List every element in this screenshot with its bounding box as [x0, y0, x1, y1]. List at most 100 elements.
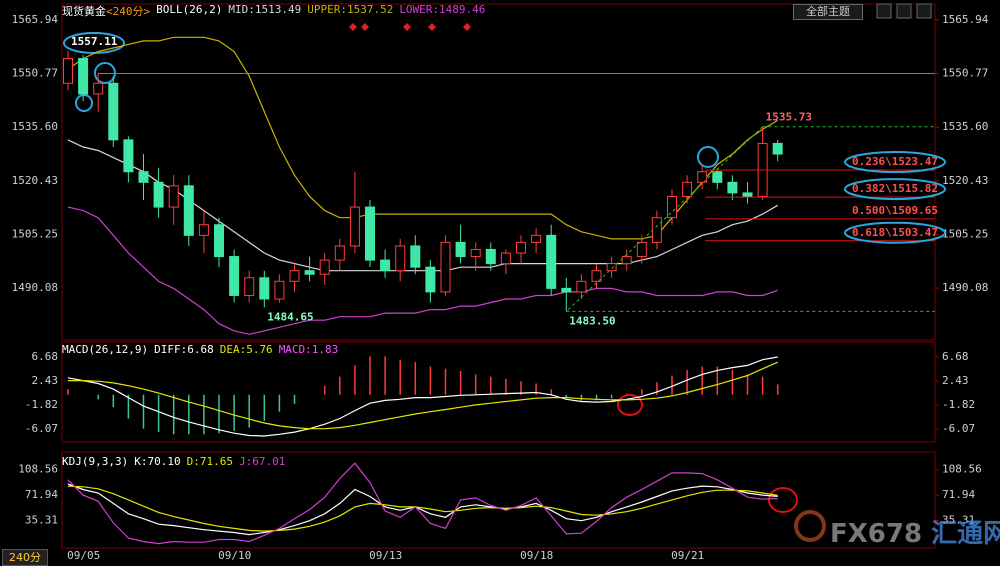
candle-body: [576, 280, 587, 293]
fib-label: 0.500\1509.65: [852, 204, 938, 217]
legend-entry: MID:1513.49: [228, 3, 302, 16]
candle-body: [697, 171, 708, 183]
candle-body: [153, 181, 164, 208]
highlight-ellipse: [844, 151, 946, 174]
y-tick-label-right: 71.94: [942, 488, 975, 501]
price-annotation: 1484.65: [267, 310, 313, 323]
price-annotation: 1535.73: [766, 111, 812, 124]
candle-body: [727, 181, 738, 194]
y-tick-label: 6.68: [32, 350, 59, 363]
y-tick-label: 108.56: [18, 463, 58, 476]
candle-body: [606, 263, 617, 272]
candle-body: [63, 58, 73, 84]
y-tick-label: 1490.08: [12, 281, 58, 294]
y-tick-label-right: 1505.25: [942, 227, 988, 240]
candle-body: [259, 277, 270, 300]
indicator: BOLL(26,2): [156, 3, 223, 16]
candle-body: [123, 139, 134, 173]
legend-entry: K:70.10: [134, 455, 181, 468]
macd-header: MACD(26,12,9) DIFF:6.68 DEA:5.76 MACD:1.…: [62, 343, 338, 356]
y-tick-label-right: 6.68: [942, 350, 969, 363]
candle-body: [198, 224, 209, 236]
main-header: 现货黄金 <240分> BOLL(26,2) MID:1513.49 UPPER…: [62, 3, 485, 19]
highlight-circle: [697, 146, 719, 168]
candle-body: [93, 82, 104, 95]
icon-button[interactable]: [876, 3, 892, 19]
y-tick-label-right: -6.07: [942, 422, 975, 435]
candle-body: [742, 192, 753, 197]
watermark-cn: 汇通网: [931, 519, 1000, 549]
candle-body: [516, 241, 526, 254]
candle-body: [440, 241, 451, 293]
icon-button[interactable]: [896, 3, 912, 19]
legend-entry: D:71.65: [186, 455, 233, 468]
y-tick-label-right: 1520.43: [942, 174, 988, 187]
candle-body: [183, 185, 194, 236]
y-tick-label-right: 1550.77: [942, 67, 988, 80]
candle-body: [108, 82, 119, 141]
indicator-line: [67, 356, 778, 437]
candle-body: [425, 266, 436, 293]
candle-body: [214, 224, 224, 258]
fib-label: 0.382\1515.82: [852, 182, 938, 195]
candle-body: [334, 245, 345, 261]
signal-marker: [463, 23, 471, 31]
candle-body: [772, 142, 783, 155]
highlight-circles: [63, 32, 719, 168]
highlight-ellipse: [844, 221, 946, 244]
candle-body: [682, 181, 693, 197]
y-tick-label: 35.31: [25, 514, 58, 527]
candle-body: [349, 206, 360, 247]
signal-marker: [403, 23, 411, 31]
y-tick-label: 2.43: [32, 374, 59, 387]
candle-body: [485, 248, 496, 265]
candle-body: [289, 270, 300, 282]
main-panel: [61, 3, 936, 341]
candle-body: [621, 256, 632, 265]
theme-button[interactable]: 全部主题: [793, 4, 863, 20]
y-tick-label-right: 108.56: [942, 463, 982, 476]
indicator-line: [67, 462, 778, 545]
period-tab[interactable]: 240分: [2, 549, 48, 566]
watermark-brand: FX678: [830, 519, 923, 549]
trend-line: [565, 126, 763, 312]
y-tick-label: 1520.43: [12, 174, 58, 187]
candle-body: [229, 256, 240, 296]
candle-body: [651, 217, 662, 243]
y-tick-label-right: 35.31: [942, 514, 975, 527]
candle-body: [667, 195, 677, 219]
y-tick-label: 1565.94: [12, 13, 59, 26]
candle-body: [455, 241, 466, 258]
watermark: FX678 汇通网: [830, 513, 1000, 550]
candle-body: [168, 185, 179, 208]
candle-body: [636, 241, 647, 258]
y-tick-label-right: 1490.08: [942, 281, 988, 294]
fib-label: 0.618\1503.47: [852, 226, 938, 239]
indicator-line: [67, 206, 778, 335]
indicator-line: [67, 485, 778, 532]
indicator: MACD(26,12,9): [62, 343, 149, 356]
y-tick-label: 1550.77: [12, 67, 58, 80]
legend-entry: DIFF:6.68: [154, 343, 214, 356]
y-tick-label-right: -1.82: [942, 398, 975, 411]
legend-entry: MACD:1.83: [278, 343, 339, 356]
highlight-circle: [75, 94, 93, 112]
macd-panel: [61, 341, 936, 443]
candle-body: [500, 252, 511, 265]
candle-body: [395, 245, 406, 272]
red-circles: [617, 394, 798, 513]
y-tick-label: -6.07: [25, 422, 58, 435]
candle-body: [365, 206, 375, 261]
signal-marker: [361, 23, 369, 31]
candle-body: [319, 259, 330, 275]
y-tick-label-right: 1535.60: [942, 120, 988, 133]
legend-entry: UPPER:1537.52: [307, 3, 394, 16]
y-tick-label: 1535.60: [12, 120, 58, 133]
candle-body: [410, 245, 421, 268]
fib-label: 0.236\1523.47: [852, 155, 938, 168]
watermark-logo: [794, 510, 826, 542]
highlight-ellipse: [617, 394, 643, 416]
indicator-line: [67, 483, 778, 536]
icon-button[interactable]: [916, 3, 932, 19]
